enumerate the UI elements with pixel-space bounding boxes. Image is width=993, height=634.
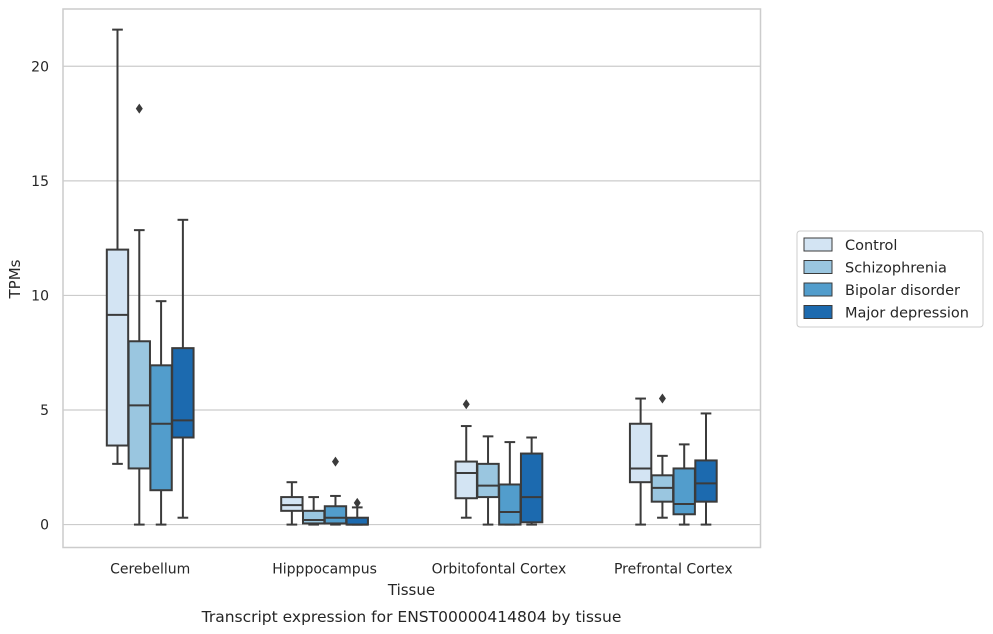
legend-frame (796, 230, 984, 328)
y-tick-label: 15 (31, 174, 49, 190)
box-2-2 (498, 441, 522, 526)
box-body (149, 364, 173, 492)
box-body (171, 347, 195, 439)
x-axis-label: Tissue (387, 581, 435, 599)
box-2-3 (519, 436, 544, 526)
box-body (694, 459, 718, 503)
y-tick-label: 20 (31, 59, 49, 75)
outlier-point (135, 103, 143, 114)
boxes (105, 28, 718, 526)
box-body (672, 467, 696, 516)
box-0-2 (149, 300, 173, 526)
box-body (301, 509, 326, 525)
x-tick-label: Orbitofontal Cortex (432, 562, 567, 578)
box-3-1 (650, 393, 675, 519)
box-body (454, 460, 478, 500)
chart-caption: Transcript expression for ENST0000041480… (201, 608, 622, 626)
y-axis-ticks: 0 5 10 15 20 (31, 59, 49, 533)
outlier-point (462, 399, 470, 410)
x-tick-label: Cerebellum (110, 562, 190, 578)
box-body (628, 422, 653, 484)
y-axis-label: TPMs (6, 259, 24, 299)
box-0-0 (105, 28, 130, 465)
box-1-0 (280, 481, 304, 526)
legend-label: Control (845, 238, 897, 254)
box-0-1 (127, 103, 151, 526)
box-body (498, 483, 522, 526)
legend-swatch (803, 260, 833, 274)
box-body (476, 462, 500, 499)
box-3-2 (672, 443, 696, 526)
x-axis-ticks: Cerebellum Hipppocampus Orbitofontal Corte… (110, 562, 733, 578)
legend-swatch (803, 282, 833, 297)
box-body (105, 248, 130, 447)
legend-swatch (803, 237, 833, 252)
legend-swatch (803, 305, 833, 319)
box-2-1 (476, 435, 500, 526)
box-0-3 (171, 218, 195, 519)
legend-label: Schizophrenia (845, 261, 947, 277)
box-1-2 (323, 456, 348, 526)
box-3-0 (628, 397, 653, 526)
legend-label: Major depression (845, 306, 969, 322)
box-3-3 (694, 412, 718, 526)
x-tick-label: Hipppocampus (272, 562, 377, 578)
y-tick-label: 0 (40, 518, 49, 534)
plot-frame (62, 8, 762, 549)
outlier-point (353, 497, 361, 508)
box-body (519, 452, 544, 524)
legend-label: Bipolar disorder (845, 283, 960, 299)
box-1-3 (345, 497, 369, 526)
box-1-1 (301, 496, 326, 526)
y-tick-label: 5 (40, 403, 49, 419)
x-tick-label: Prefrontal Cortex (614, 562, 733, 578)
box-body (280, 496, 304, 512)
y-tick-label: 10 (31, 288, 49, 304)
box-2-0 (454, 399, 478, 519)
outlier-point (331, 456, 339, 467)
legend: Control Schizophrenia Bipolar disorder Majo… (796, 230, 984, 328)
outlier-point (658, 393, 666, 404)
box-body (323, 505, 348, 525)
box-body (345, 516, 369, 526)
